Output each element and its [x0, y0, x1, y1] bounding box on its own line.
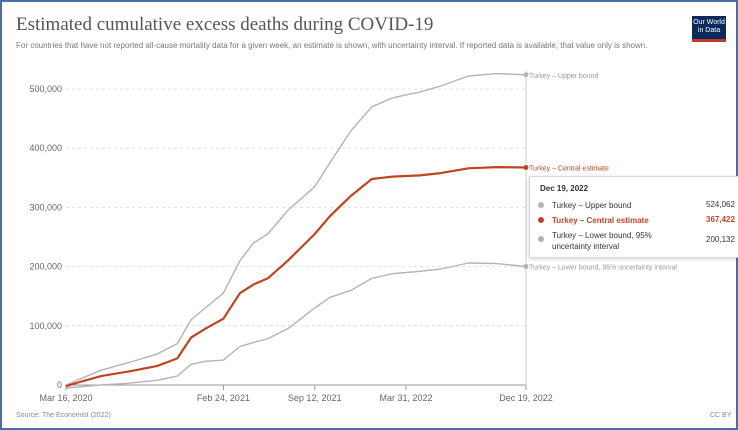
series-dot-icon [538, 217, 544, 223]
y-tick-label: 0 [57, 380, 62, 390]
license-note[interactable]: CC BY [710, 412, 732, 419]
tooltip-row-central: Turkey – Central estimate 367,422 [538, 215, 738, 237]
series-end-label: Turkey – Central estimate [529, 165, 609, 172]
x-tick-label: Mar 31, 2022 [379, 393, 432, 403]
y-tick-label: 300,000 [29, 202, 62, 212]
tooltip-row-value: 367,422 [706, 215, 735, 224]
x-tick-label: Sep 12, 2021 [288, 393, 342, 403]
tooltip-row-label: Turkey – Upper bound [552, 201, 632, 210]
tooltip-row-value: 200,132 [706, 235, 735, 244]
logo-line-1: Our World [693, 19, 725, 26]
source-note[interactable]: Source: The Economist (2022) [16, 412, 111, 419]
x-tick-label: Feb 24, 2021 [197, 393, 250, 403]
tooltip-row-lower: Turkey – Lower bound, 95% uncertainty in… [538, 230, 738, 252]
y-tick-label: 400,000 [29, 143, 62, 153]
hover-tooltip: Dec 19, 2022 Turkey – Upper bound 524,06… [529, 176, 738, 258]
tooltip-row-label: Turkey – Lower bound, 95% uncertainty in… [552, 231, 652, 251]
series-end-point [523, 264, 529, 270]
chart-title: Estimated cumulative excess deaths durin… [16, 14, 434, 35]
tooltip-row-value: 524,062 [706, 200, 735, 209]
y-tick-label: 200,000 [29, 262, 62, 272]
series-line [65, 72, 527, 386]
logo-accent-bar [692, 39, 726, 42]
tooltip-row-upper: Turkey – Upper bound 524,062 [538, 200, 738, 222]
owid-logo[interactable]: Our World in Data [692, 16, 726, 42]
y-tick-label: 500,000 [29, 84, 62, 94]
tooltip-date: Dec 19, 2022 [540, 184, 589, 193]
series-end-point [523, 164, 529, 170]
series-end-point [523, 72, 529, 78]
tooltip-row-label: Turkey – Central estimate [552, 216, 649, 225]
series-end-label: Turkey – Lower bound, 95% uncertainty in… [529, 265, 677, 272]
series-line [65, 166, 527, 388]
series-end-label: Turkey – Upper bound [529, 73, 598, 80]
chart-subtitle: For countries that have not reported all… [16, 41, 648, 50]
x-tick-label: Mar 16, 2020 [39, 393, 92, 403]
series-line [65, 262, 527, 389]
logo-line-2: in Data [697, 27, 721, 34]
x-tick-label: Dec 19, 2022 [499, 393, 553, 403]
series-dot-icon [538, 202, 544, 208]
y-tick-label: 100,000 [29, 321, 62, 331]
series-dot-icon [538, 236, 544, 242]
